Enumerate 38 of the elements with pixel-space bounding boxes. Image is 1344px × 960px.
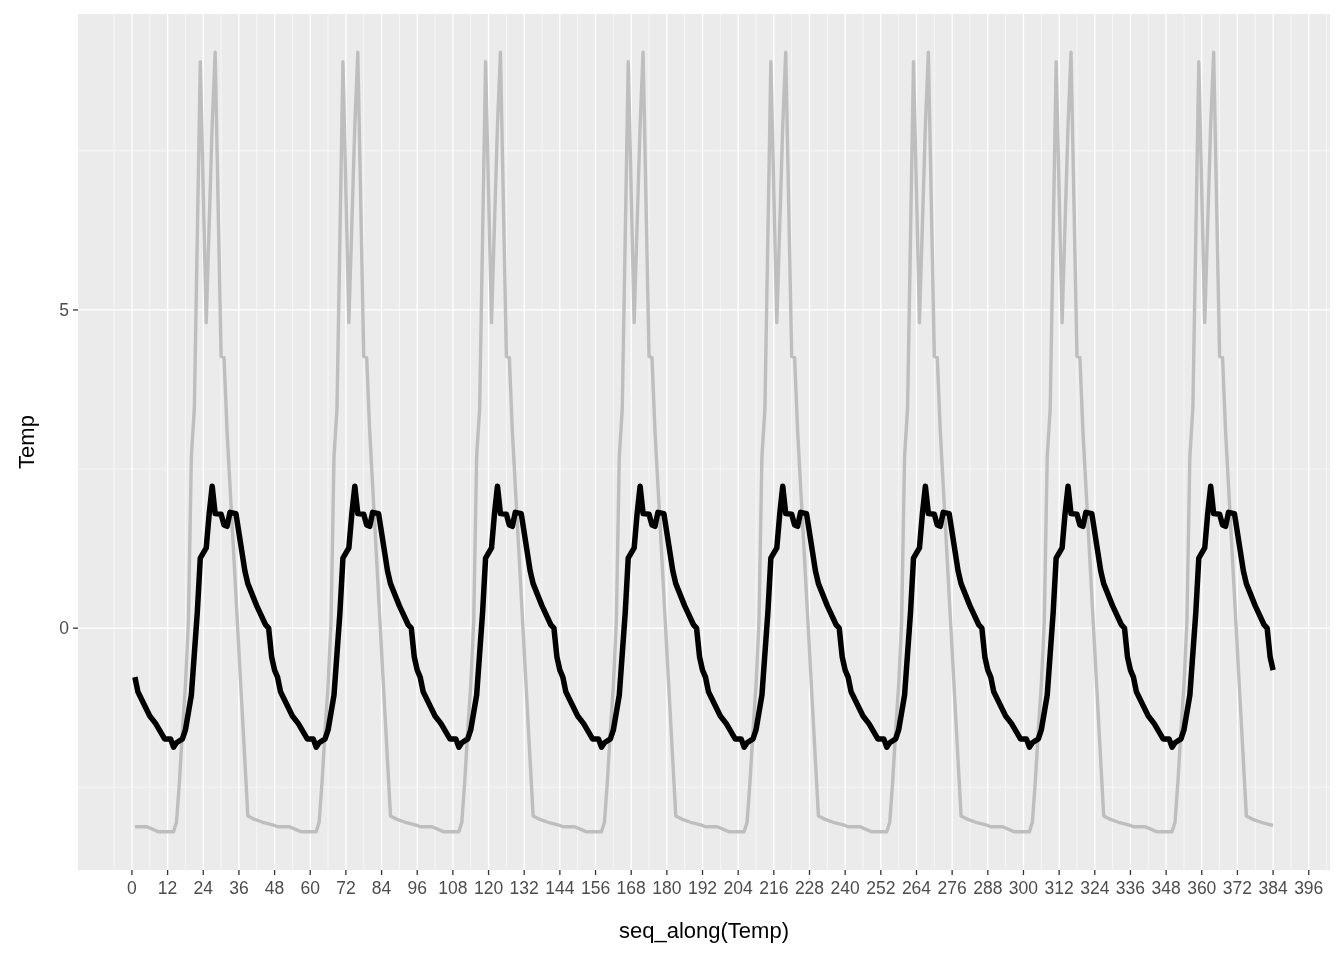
x-tick-label: 288 [973,878,1003,898]
x-tick-label: 168 [616,878,646,898]
x-tick-label: 276 [937,878,967,898]
x-tick-label: 240 [830,878,861,898]
x-tick-label: 300 [1008,878,1039,898]
y-tick-label: 5 [59,299,69,320]
x-tick-label: 72 [336,878,356,898]
x-tick-label: 372 [1222,878,1253,898]
y-axis-title: Temp [14,415,39,469]
x-tick-label: 120 [473,878,504,898]
x-tick-label: 24 [193,878,214,898]
line-series [133,50,1275,834]
x-tick-label: 180 [652,878,682,898]
x-tick-label: 0 [127,878,138,898]
x-tick-label: 396 [1294,878,1324,898]
x-tick-label: 12 [157,878,178,898]
x-tick-label: 348 [1151,878,1181,898]
x-tick-label: 48 [264,878,285,898]
x-tick-label: 156 [580,878,611,898]
x-tick-label: 204 [723,878,754,898]
x-tick-label: 60 [300,878,321,898]
x-tick-label: 264 [901,878,932,898]
x-axis-title: seq_along(Temp) [619,918,789,943]
x-tick-label: 312 [1044,878,1074,898]
x-tick-label: 108 [438,878,468,898]
x-tick-label: 324 [1080,878,1110,898]
x-tick-label: 84 [371,878,392,898]
x-tick-label: 132 [509,878,539,898]
x-tick-label: 144 [545,878,575,898]
x-tick-label: 216 [759,878,789,898]
x-tick-label: 36 [229,878,249,898]
x-tick-label: 228 [794,878,825,898]
x-tick-label: 252 [866,878,896,898]
x-tick-label: 96 [407,878,427,898]
x-tick-label: 336 [1115,878,1146,898]
x-tick-label: 384 [1258,878,1288,898]
x-tick-label: 192 [687,878,718,898]
x-tick-label: 360 [1187,878,1217,898]
